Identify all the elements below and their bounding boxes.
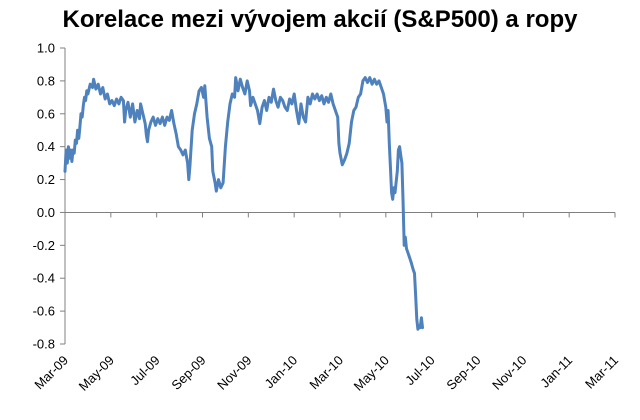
- x-tick-labels: Mar-09 May-09 Jul-09 Sep-09 Nov-09 Jan-10 Mar-…: [31, 353, 621, 394]
- x-tick-label: Jul-10: [402, 353, 438, 389]
- y-tick-label: -0.4: [33, 271, 55, 286]
- x-tick-label: Sep-10: [443, 353, 483, 393]
- y-tick-label: 0.6: [37, 106, 55, 121]
- y-tick-label: 0.0: [37, 205, 55, 220]
- y-tick-label: 0.4: [37, 139, 55, 154]
- x-tick-label: Mar-11: [582, 353, 621, 392]
- y-tick-label: -0.8: [33, 337, 55, 352]
- x-tick-label: Nov-09: [214, 353, 254, 393]
- x-tick-label: Mar-09: [31, 353, 71, 393]
- y-tick-label: -0.2: [33, 238, 55, 253]
- x-tick-label: Jul-09: [127, 353, 163, 389]
- series-group: [63, 76, 424, 331]
- y-tick-labels: 1.0 0.8 0.6 0.4 0.2 0.0 -0.2 -0.4 -0.6 -0.8: [33, 41, 55, 352]
- x-tick-label: May-09: [76, 353, 117, 394]
- x-tick-label: Nov-10: [489, 353, 529, 393]
- x-tick-label: May-10: [351, 353, 392, 394]
- y-tick-label: 0.8: [37, 73, 55, 88]
- x-tick-label: Mar-10: [306, 353, 346, 393]
- chart-title: Korelace mezi vývojem akcií (S&P500) a r…: [62, 6, 578, 33]
- y-tick-label: 0.2: [37, 172, 55, 187]
- chart-axes: [60, 47, 616, 345]
- series-line-0: [63, 76, 424, 331]
- x-tick-label: Jan-11: [537, 353, 575, 391]
- y-tick-label: 1.0: [37, 41, 55, 56]
- y-tick-label: -0.6: [33, 304, 55, 319]
- x-tick-label: Jan-10: [262, 353, 301, 392]
- x-tick-label: Sep-09: [168, 353, 208, 393]
